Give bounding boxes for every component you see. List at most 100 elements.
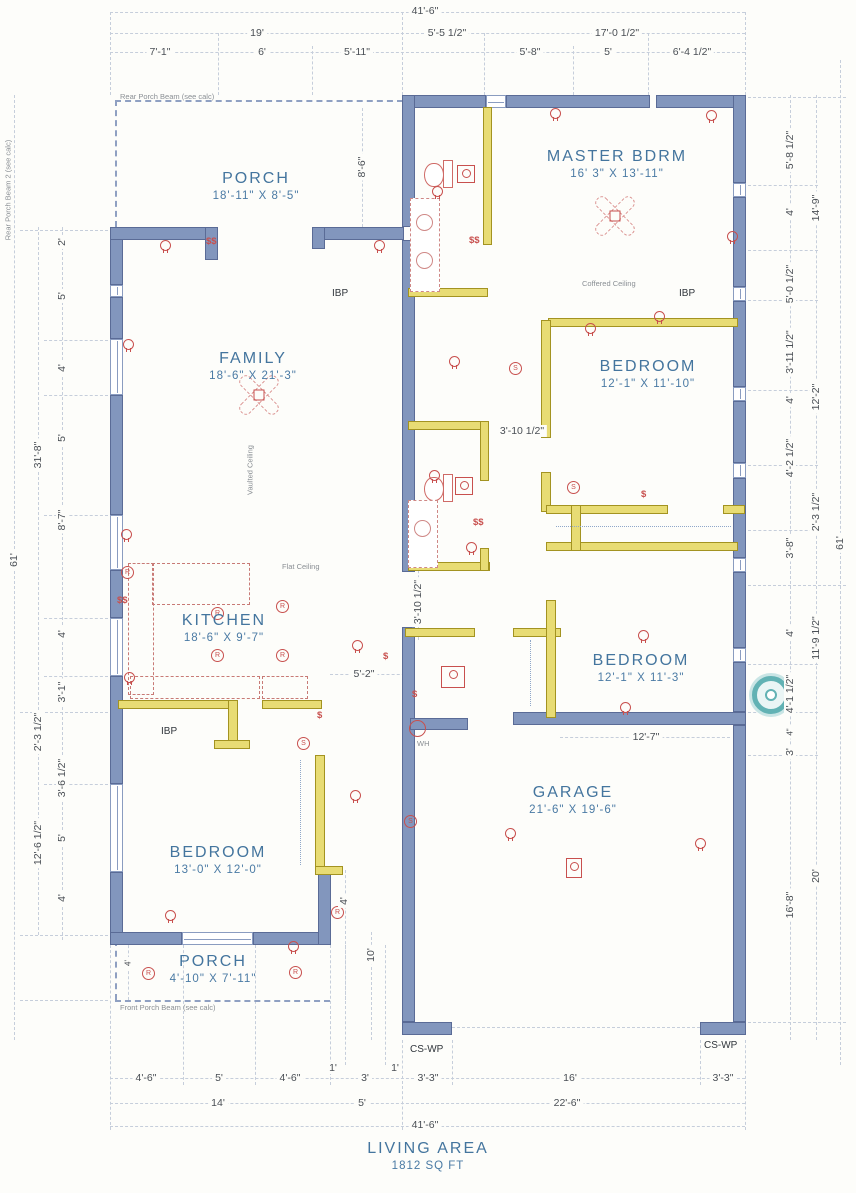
ceiling-light-icon xyxy=(620,702,631,715)
extension-line xyxy=(20,935,108,936)
dim-right: 5'-0 1/2" xyxy=(784,261,796,307)
extension-line xyxy=(312,46,313,95)
note-front-porch-beam: Front Porch Beam (see calc) xyxy=(120,1003,216,1012)
dim-bottom: 4'-6" xyxy=(276,1072,304,1084)
wall-bedroom-front-corner xyxy=(318,870,331,945)
room-label-family: FAMILY xyxy=(219,350,287,367)
wall-exterior-right xyxy=(733,478,746,558)
dim-bottom: 16' xyxy=(560,1072,580,1084)
window xyxy=(486,95,506,108)
window xyxy=(733,558,746,572)
closet-rod-line xyxy=(530,640,531,706)
receptacle-icon: R xyxy=(142,967,155,980)
dim-right: 3' xyxy=(784,745,796,759)
extension-line xyxy=(20,230,108,231)
extension-line xyxy=(255,945,256,1085)
dim-porch-step-w: 4' xyxy=(338,894,350,908)
dim-left: 4' xyxy=(56,627,68,641)
extension-line xyxy=(345,870,346,1000)
dim-bottom: 3'-3" xyxy=(709,1072,737,1084)
extension-line xyxy=(44,676,108,677)
room-label-porch-rear: PORCH xyxy=(222,170,290,187)
dim-top: 6' xyxy=(255,46,269,58)
extension-line xyxy=(20,1000,108,1001)
dim-hall-height: 8'-6" xyxy=(356,153,368,181)
label-ibp: IBP xyxy=(159,726,180,737)
switch-icon: $ xyxy=(412,689,418,700)
dim-left: 5' xyxy=(56,289,68,303)
dim-top: 5' xyxy=(601,46,615,58)
extension-line xyxy=(748,712,818,713)
window xyxy=(110,515,123,570)
dim-right: 14'-9" xyxy=(810,191,822,225)
switch-icon: $ xyxy=(317,710,323,721)
window xyxy=(733,387,746,401)
vanity-counter xyxy=(410,198,440,292)
room-dims-bedroom-1: 12'-1" X 11'-10" xyxy=(600,378,696,390)
window xyxy=(110,784,123,872)
extension-line xyxy=(44,340,108,341)
ceiling-light-icon xyxy=(432,186,443,199)
room-dims-bedroom-2: 12'-1" X 11'-3" xyxy=(597,672,685,684)
wall-interior xyxy=(118,700,230,709)
window xyxy=(182,932,253,945)
wall-interior xyxy=(483,107,492,245)
smoke-detector-icon: S xyxy=(404,815,417,828)
ceiling-light-icon xyxy=(288,941,299,954)
dim-left: 3'-1" xyxy=(56,678,68,706)
dim-porch-left: 4' xyxy=(123,957,133,969)
wall-interior xyxy=(513,628,561,637)
room-label-kitchen: KITCHEN xyxy=(181,612,267,629)
wall-interior xyxy=(480,421,489,481)
wall-bedroom-garage xyxy=(513,712,746,725)
dim-bottom: 1' xyxy=(326,1062,340,1074)
extension-line xyxy=(748,664,818,665)
window xyxy=(733,183,746,197)
extension-line xyxy=(745,1040,746,1130)
dim-top: 6'-4 1/2" xyxy=(669,46,715,58)
ceiling-light-icon xyxy=(550,108,561,121)
receptacle-icon: R xyxy=(211,649,224,662)
dim-left: 5' xyxy=(56,831,68,845)
wall-porch-rear xyxy=(110,227,218,240)
room-dims-kitchen: 18'-6" X 9'-7" xyxy=(183,632,265,644)
dim-chain-line xyxy=(62,227,63,940)
extension-line xyxy=(748,755,818,756)
wall-center xyxy=(402,240,415,572)
wall-closet xyxy=(571,505,581,551)
ceiling-light-icon xyxy=(160,240,171,253)
dim-right: 4' xyxy=(784,393,796,407)
toilet-tank-icon xyxy=(443,160,453,188)
note-flat-ceiling: Flat Ceiling xyxy=(282,562,320,571)
switch-icon: $$ xyxy=(206,236,217,247)
extension-line xyxy=(330,945,331,1085)
dim-left: 3'-6 1/2" xyxy=(56,755,68,801)
extension-line xyxy=(110,12,111,95)
receptacle-icon: R xyxy=(211,607,224,620)
wall-exterior-right xyxy=(733,725,746,1022)
dim-porch-step-h: 10' xyxy=(365,945,377,965)
dim-top: 19' xyxy=(247,27,267,39)
ceiling-light-icon xyxy=(695,838,706,851)
switch-icon: $ xyxy=(383,651,389,662)
dim-chain-line xyxy=(840,60,841,1065)
dim-left: 2'-3 1/2" xyxy=(32,709,44,755)
dim-chain-line xyxy=(110,52,745,53)
ceiling-light-icon xyxy=(124,672,135,685)
dim-top-overall: 41'-6" xyxy=(408,5,442,17)
sink-icon xyxy=(416,214,433,231)
ceiling-fixture-box-icon xyxy=(457,165,475,183)
wall-closet xyxy=(546,542,738,551)
dim-bedroom2-wall: 12'-7" xyxy=(629,731,663,743)
receptacle-icon: R xyxy=(121,566,134,579)
window xyxy=(110,339,123,395)
ceiling-light-icon xyxy=(706,110,717,123)
smoke-detector-icon: S xyxy=(509,362,522,375)
extension-line xyxy=(44,784,108,785)
dim-top: 17'-0 1/2" xyxy=(591,27,643,39)
wall-garage-jamb-left xyxy=(402,1022,452,1035)
wall-garage-jamb-right xyxy=(700,1022,746,1035)
wall-interior xyxy=(541,320,551,438)
extension-line xyxy=(700,1040,701,1085)
